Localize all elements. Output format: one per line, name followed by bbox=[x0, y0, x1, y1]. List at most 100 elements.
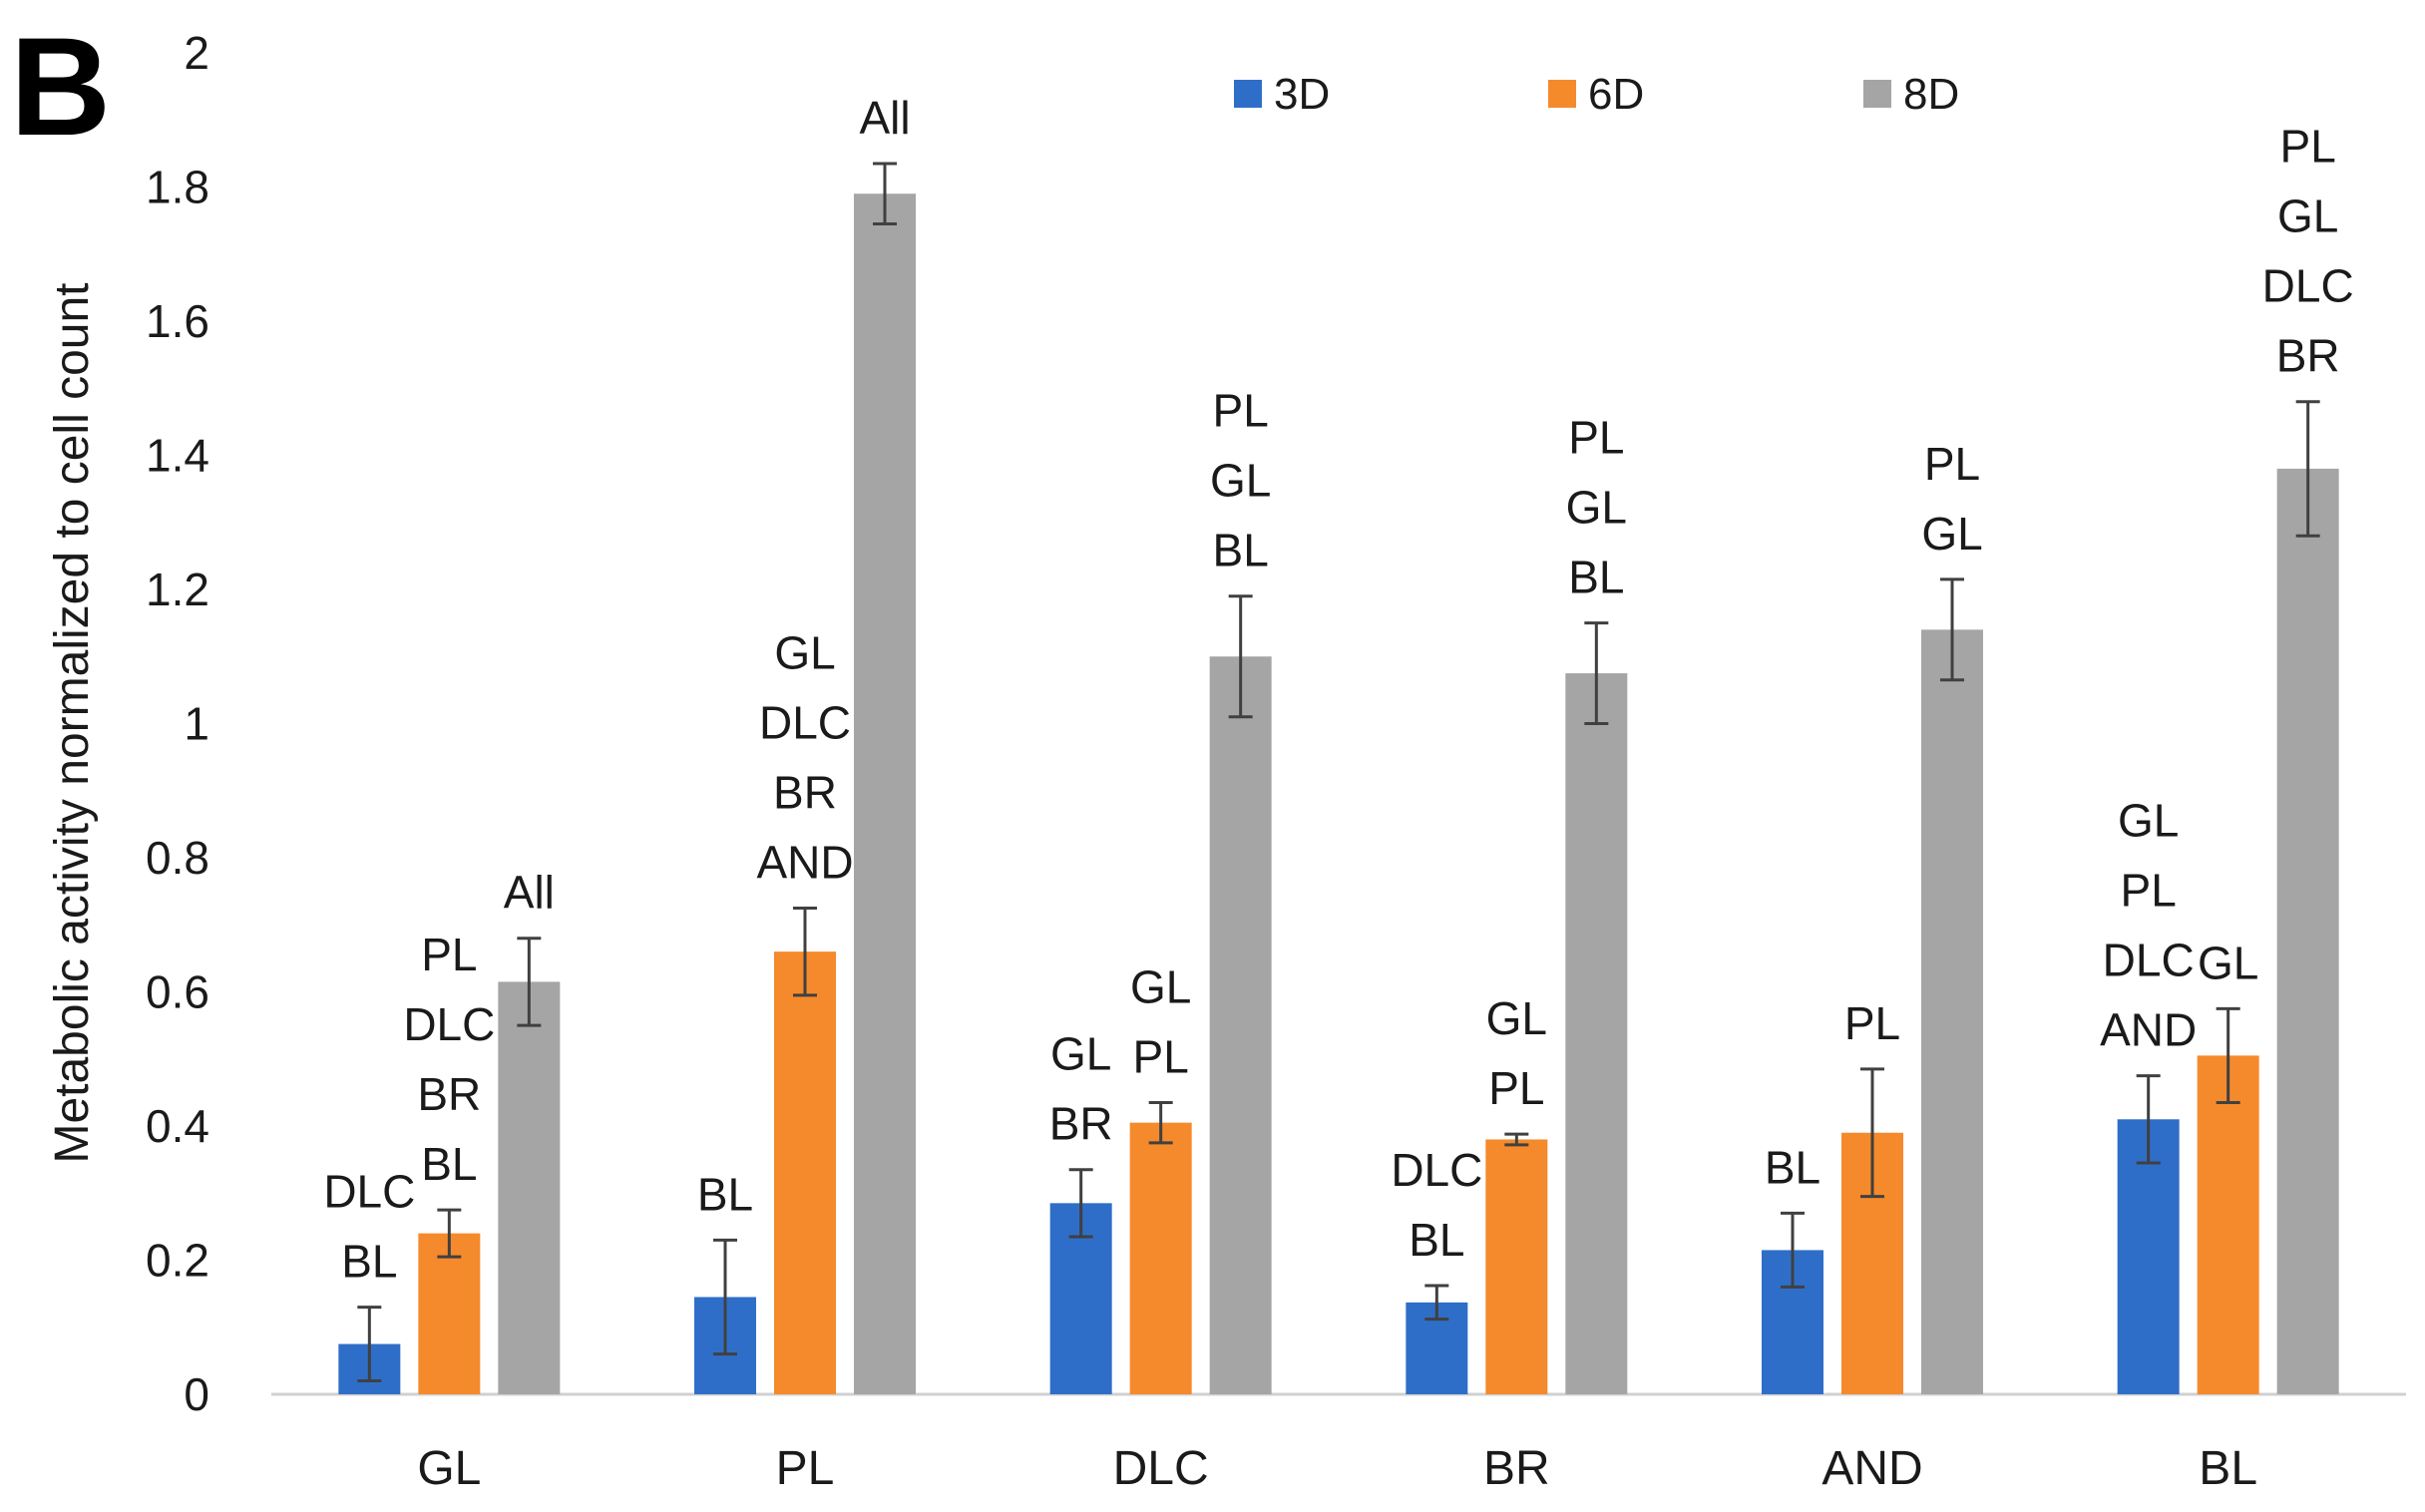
bar-6d-br bbox=[1485, 1139, 1548, 1394]
y-axis-ticks: 0 0.2 0.4 0.6 0.8 1 1.2 1.4 1.6 1.8 2 bbox=[146, 27, 209, 1420]
significance-label: PL bbox=[1844, 997, 1900, 1049]
y-axis-title: Metabolic activity normalized to cell co… bbox=[46, 282, 99, 1163]
y-tick-label: 0.2 bbox=[146, 1235, 209, 1287]
significance-label: DLC bbox=[2103, 935, 2195, 986]
legend-item-3d: 3D bbox=[1234, 70, 1330, 119]
significance-label: BR bbox=[1049, 1098, 1113, 1150]
legend-item-8d: 8D bbox=[1863, 70, 1959, 119]
significance-label: PL bbox=[421, 929, 477, 980]
bar-8d-gl bbox=[498, 981, 561, 1394]
x-category-label: BR bbox=[1483, 1442, 1550, 1495]
bar-8d-bl bbox=[2276, 468, 2339, 1394]
significance-label: GL bbox=[1566, 482, 1627, 534]
panel-label: B bbox=[10, 8, 111, 165]
error-bar bbox=[2136, 1074, 2161, 1165]
bar-8d-br bbox=[1565, 673, 1628, 1394]
error-bar bbox=[1424, 1284, 1449, 1322]
x-category-label: GL bbox=[417, 1442, 481, 1495]
significance-label: BL bbox=[421, 1138, 477, 1190]
bar-6d-gl bbox=[418, 1233, 481, 1394]
significance-label: BL bbox=[697, 1168, 753, 1220]
legend-item-6d: 6D bbox=[1548, 70, 1644, 119]
error-bar bbox=[793, 906, 817, 997]
y-tick-label: 2 bbox=[184, 27, 209, 79]
significance-label: All bbox=[859, 92, 910, 144]
significance-label: All bbox=[504, 867, 555, 919]
significance-label: BL bbox=[1568, 552, 1624, 603]
significance-label: GL bbox=[2118, 795, 2179, 847]
error-bars bbox=[357, 162, 2320, 1383]
bar-3d-bl bbox=[2117, 1119, 2180, 1394]
significance-label: AND bbox=[756, 836, 853, 888]
significance-label: GL bbox=[2277, 190, 2338, 242]
significance-label: DLC bbox=[323, 1166, 415, 1218]
error-bar bbox=[873, 162, 897, 225]
legend: 3D 6D 8D bbox=[1234, 70, 1959, 119]
significance-label: DLC bbox=[759, 696, 851, 748]
y-tick-label: 1.6 bbox=[146, 295, 209, 347]
y-tick-label: 0.6 bbox=[146, 966, 209, 1018]
error-bar bbox=[437, 1208, 462, 1259]
significance-label: GL bbox=[1921, 508, 1982, 560]
error-bar bbox=[1068, 1168, 1093, 1239]
y-tick-label: 0.8 bbox=[146, 832, 209, 884]
significance-label: DLC bbox=[403, 998, 495, 1050]
error-bar bbox=[1940, 577, 1964, 682]
bar-6d-pl bbox=[774, 951, 836, 1394]
x-category-label: PL bbox=[776, 1442, 835, 1495]
y-tick-label: 1.2 bbox=[146, 564, 209, 615]
significance-label: PL bbox=[1133, 1030, 1189, 1082]
significance-label: BR bbox=[417, 1068, 481, 1120]
significance-label: AND bbox=[2100, 1004, 2197, 1056]
error-bar bbox=[1781, 1211, 1805, 1289]
bar-8d-dlc bbox=[1209, 656, 1272, 1394]
legend-swatch bbox=[1863, 80, 1891, 108]
error-bar bbox=[2295, 400, 2320, 538]
significance-label: BL bbox=[341, 1236, 397, 1288]
error-bar bbox=[1148, 1100, 1173, 1145]
bar-series bbox=[338, 193, 2339, 1395]
significance-label: BL bbox=[1213, 525, 1269, 576]
significance-label: GL bbox=[1210, 455, 1271, 507]
significance-label: PL bbox=[1488, 1062, 1544, 1114]
bar-6d-bl bbox=[2197, 1055, 2259, 1394]
x-category-label: DLC bbox=[1113, 1442, 1209, 1495]
significance-label: DLC bbox=[2262, 260, 2354, 312]
significance-label: BR bbox=[773, 766, 837, 818]
error-bar bbox=[1504, 1132, 1529, 1147]
error-bar bbox=[1228, 594, 1253, 719]
significance-label: PL bbox=[1568, 412, 1624, 464]
error-bar bbox=[1584, 621, 1609, 725]
x-category-label: BL bbox=[2199, 1442, 2257, 1495]
error-bar bbox=[1860, 1067, 1884, 1199]
significance-label: GL bbox=[2198, 937, 2258, 988]
error-bar bbox=[713, 1238, 737, 1356]
significance-label: GL bbox=[1050, 1028, 1111, 1080]
y-tick-label: 1.4 bbox=[146, 430, 209, 482]
legend-swatch bbox=[1548, 80, 1576, 108]
significance-label: GL bbox=[774, 626, 835, 678]
y-tick-label: 0.4 bbox=[146, 1100, 209, 1152]
bar-8d-and bbox=[1921, 629, 1983, 1394]
significance-label: DLC bbox=[1391, 1144, 1482, 1196]
y-tick-label: 1.8 bbox=[146, 162, 209, 213]
significance-label: GL bbox=[1130, 960, 1191, 1012]
significance-label: BL bbox=[1765, 1141, 1820, 1193]
legend-label: 6D bbox=[1588, 70, 1644, 119]
y-tick-label: 0 bbox=[184, 1368, 209, 1420]
significance-label: PL bbox=[2121, 865, 2177, 917]
significance-labels: DLCBLPLDLCBRBLAllBLGLDLCBRANDAllGLBRGLPL… bbox=[323, 92, 2353, 1288]
x-axis-category-labels: GL PL DLC BR AND BL bbox=[417, 1442, 2257, 1495]
significance-label: PL bbox=[1924, 438, 1980, 490]
bar-6d-dlc bbox=[1129, 1122, 1192, 1394]
bar-8d-pl bbox=[854, 193, 916, 1395]
legend-label: 3D bbox=[1274, 70, 1330, 119]
legend-swatch bbox=[1234, 80, 1262, 108]
error-bar bbox=[357, 1306, 382, 1383]
significance-label: PL bbox=[1213, 385, 1269, 437]
significance-label: BR bbox=[2276, 330, 2340, 382]
y-tick-label: 1 bbox=[184, 698, 209, 750]
error-bar bbox=[517, 937, 542, 1027]
legend-label: 8D bbox=[1903, 70, 1959, 119]
